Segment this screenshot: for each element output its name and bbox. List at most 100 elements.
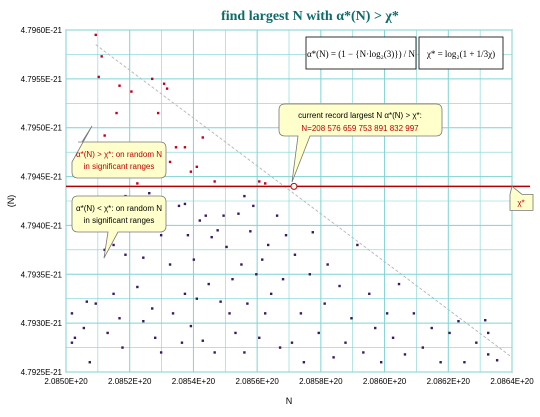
data-point [412, 312, 416, 315]
data-point [243, 351, 246, 354]
y-tick-label: 4.7955E-21 [21, 75, 63, 84]
y-tick-label: 4.7945E-21 [21, 173, 63, 182]
data-point [261, 258, 264, 261]
data-point [130, 90, 133, 93]
y-tick-label: 4.7925E-21 [21, 368, 63, 377]
alpha-formula: α*(N) = (1 − {N·log₂(3)}) / N [307, 49, 416, 59]
data-point [195, 165, 199, 168]
data-point [73, 336, 77, 339]
data-point [118, 84, 121, 87]
data-point [162, 82, 166, 85]
x-tick-label: 2.0856E+20 [235, 377, 279, 386]
data-point [174, 146, 178, 149]
data-point [403, 353, 407, 356]
data-point [475, 341, 478, 344]
data-point [350, 317, 353, 320]
x-tick-label: 2.0854E+20 [172, 377, 216, 386]
data-point [82, 326, 86, 330]
data-point [151, 307, 154, 310]
data-point [439, 361, 442, 364]
x-tick-label: 2.0862E+20 [427, 377, 471, 386]
data-point [121, 346, 124, 349]
data-point [228, 312, 231, 315]
x-tick-label: 2.0852E+20 [108, 377, 152, 386]
alpha-formula-box: α*(N) = (1 − {N·log₂(3)}) / N [305, 36, 417, 70]
data-point [290, 341, 294, 344]
y-tick-label: 4.7935E-21 [21, 270, 63, 279]
data-point [252, 204, 255, 208]
data-point [88, 361, 91, 364]
data-point [323, 302, 326, 305]
data-point [311, 231, 314, 234]
data-point [219, 300, 222, 303]
y-tick-labels: 4.7925E-21 4.7930E-21 4.7935E-21 4.7940E-21… [21, 26, 63, 377]
threshold-label: χ* [517, 198, 524, 207]
x-tick-label: 2.0860E+20 [363, 377, 407, 386]
data-point [151, 77, 154, 81]
data-point [266, 243, 270, 247]
data-point [85, 300, 89, 303]
data-point [299, 312, 303, 315]
x-tick-label: 2.0864E+20 [490, 377, 534, 386]
data-points [70, 33, 499, 364]
below-callout: α*(N) < χ*: on random N in significant r… [71, 195, 167, 259]
data-point [100, 55, 103, 58]
data-point [379, 361, 383, 364]
data-point [171, 312, 175, 315]
data-point [103, 248, 106, 252]
threshold-line-group: χ* [66, 182, 534, 211]
data-point [278, 346, 282, 349]
data-point [159, 351, 163, 354]
above-callout-line2: in significant ranges [84, 162, 155, 171]
data-point [210, 235, 213, 239]
data-point [136, 182, 139, 185]
data-point [112, 292, 115, 296]
data-point [180, 341, 184, 344]
y-axis-label: (N) [6, 195, 16, 208]
data-point [249, 230, 252, 233]
y-tick-label: 4.7960E-21 [21, 26, 63, 35]
data-point [317, 331, 320, 335]
data-point [195, 297, 199, 300]
data-point [275, 214, 279, 217]
data-point [463, 361, 466, 364]
data-point [216, 229, 219, 232]
data-point [487, 331, 490, 335]
data-point [183, 292, 187, 296]
y-tick-label: 4.7930E-21 [21, 319, 63, 328]
data-point [189, 170, 193, 173]
data-point [356, 243, 359, 247]
data-point [70, 312, 74, 315]
data-point [430, 326, 433, 330]
chart-title: find largest N with α*(N) > χ* [221, 9, 399, 24]
data-point [192, 258, 196, 261]
data-point [168, 263, 172, 266]
data-point [207, 282, 210, 286]
data-point [264, 182, 267, 185]
data-point [136, 285, 139, 289]
data-point [106, 331, 109, 335]
record-callout: current record largest N α*(N) > χ*: N=2… [278, 103, 443, 183]
x-tick-label: 2.0858E+20 [299, 377, 343, 386]
data-point [183, 202, 187, 206]
data-point [258, 336, 261, 339]
data-point [344, 341, 347, 344]
data-point [177, 204, 181, 208]
data-point [103, 134, 106, 137]
data-point [159, 234, 163, 237]
data-point [368, 292, 371, 296]
data-point [222, 214, 225, 217]
data-point [142, 256, 145, 259]
data-point [457, 319, 460, 323]
data-point [246, 302, 249, 305]
data-point [165, 87, 169, 90]
data-point [332, 356, 335, 359]
data-point [385, 312, 389, 315]
data-point [237, 212, 240, 215]
trend-line-segment [95, 44, 512, 358]
data-point [362, 351, 365, 354]
data-point [269, 292, 273, 296]
data-point [168, 160, 172, 164]
data-point [213, 180, 216, 183]
